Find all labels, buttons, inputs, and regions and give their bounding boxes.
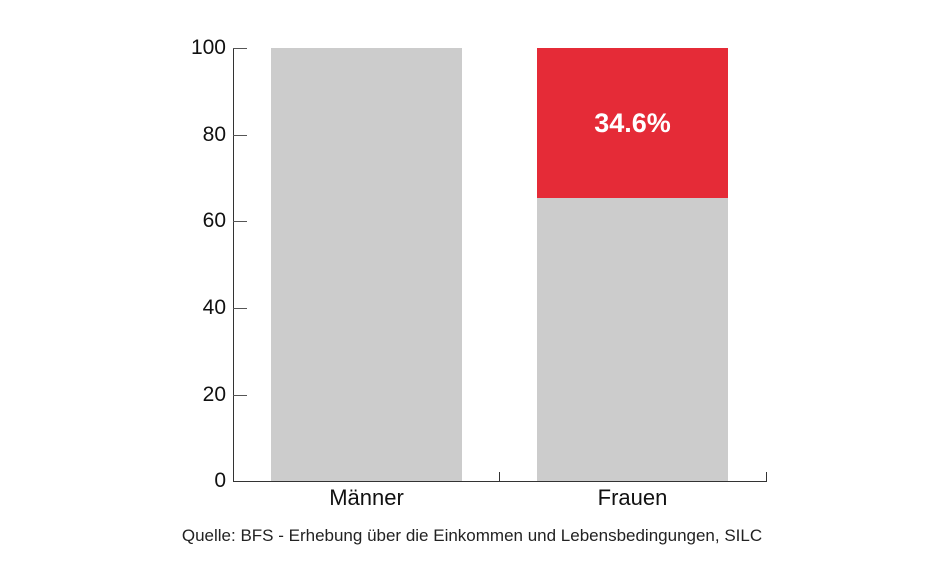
- y-tick-20: [233, 395, 247, 396]
- x-axis-line: [233, 481, 767, 482]
- x-label-maenner: Männer: [329, 485, 404, 510]
- bar-maenner: [271, 48, 462, 481]
- x-tick: [766, 472, 767, 481]
- y-tick-label: 60: [202, 209, 226, 232]
- y-tick-60: [233, 221, 247, 222]
- y-tick-label: 20: [202, 383, 226, 406]
- y-tick-label: 100: [190, 36, 226, 59]
- source-note: Quelle: BFS - Erhebung über die Einkomme…: [181, 526, 763, 545]
- y-tick-label: 80: [202, 123, 226, 146]
- y-tick-80: [233, 135, 247, 136]
- x-label-frauen: Frauen: [597, 485, 668, 510]
- y-tick-label: 40: [202, 296, 226, 319]
- y-axis-line: [233, 48, 234, 482]
- highlight-value-label: 34.6%: [594, 107, 671, 138]
- bar-frauen-base: [537, 198, 728, 481]
- y-tick-100: [233, 48, 247, 49]
- x-tick: [499, 472, 500, 481]
- bar-frauen-highlight: 34.6%: [537, 48, 728, 198]
- y-tick-40: [233, 308, 247, 309]
- y-tick-label: 0: [214, 469, 226, 492]
